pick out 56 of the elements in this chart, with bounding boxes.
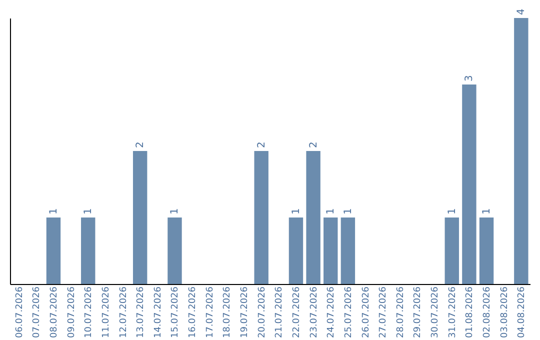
x-tick-label: 14.07.2026 <box>153 286 164 338</box>
bar <box>340 218 356 284</box>
data-label: 2 <box>308 142 320 148</box>
bar <box>81 218 96 284</box>
data-label: 1 <box>342 208 354 214</box>
data-label: 1 <box>446 208 458 214</box>
x-tick-label: 13.07.2026 <box>136 286 146 338</box>
data-label: 1 <box>290 208 302 214</box>
data-label: 2 <box>256 142 268 148</box>
x-tick-label: 27.07.2026 <box>378 286 389 338</box>
x-tick-label: 02.08.2026 <box>482 286 493 338</box>
x-tick-label: 30.07.2026 <box>430 286 441 338</box>
bar <box>444 218 459 284</box>
x-tick-label: 20.07.2026 <box>257 286 268 338</box>
bar <box>254 151 268 284</box>
bar <box>46 218 61 284</box>
x-tick-label: 31.07.2026 <box>448 286 458 338</box>
x-tick-label: 28.07.2026 <box>396 286 406 338</box>
x-tick-label: 25.07.2026 <box>344 286 354 338</box>
bar <box>168 218 182 284</box>
x-tick-label: 22.07.2026 <box>292 286 302 338</box>
data-label: 3 <box>464 75 476 82</box>
data-label: 1 <box>170 208 181 214</box>
x-tick-label: 07.07.2026 <box>32 286 42 338</box>
x-tick-label: 03.08.2026 <box>500 286 510 338</box>
x-tick-label: 09.07.2026 <box>66 286 77 338</box>
x-tick-label: 26.07.2026 <box>361 286 372 338</box>
data-label: 1 <box>48 208 60 214</box>
bar <box>132 151 148 284</box>
bar <box>324 218 338 284</box>
bar <box>479 218 494 284</box>
bar <box>462 84 476 284</box>
x-tick-label: 29.07.2026 <box>413 286 424 338</box>
x-tick-label: 08.07.2026 <box>49 286 60 338</box>
x-tick-label: 12.07.2026 <box>118 286 129 338</box>
x-tick-label: 16.07.2026 <box>188 286 198 338</box>
x-tick-label: 18.07.2026 <box>222 286 233 338</box>
data-label: 4 <box>516 8 528 15</box>
data-label: 1 <box>326 208 337 214</box>
x-tick-label: 15.07.2026 <box>170 286 181 338</box>
x-tick-label: 24.07.2026 <box>326 286 337 338</box>
x-tick-label: 10.07.2026 <box>84 286 94 338</box>
x-tick-label: 11.07.2026 <box>101 286 112 338</box>
x-tick-label: 19.07.2026 <box>240 286 250 338</box>
x-tick-label: 04.08.2026 <box>517 286 528 338</box>
bar <box>514 18 528 284</box>
x-tick-label: 01.08.2026 <box>465 286 476 338</box>
x-tick-label: 06.07.2026 <box>14 286 25 338</box>
x-tick-label: 23.07.2026 <box>309 286 320 338</box>
data-label: 1 <box>83 208 94 214</box>
data-label: 1 <box>482 208 493 214</box>
bar <box>288 218 304 284</box>
bar <box>306 151 320 284</box>
x-tick-label: 17.07.2026 <box>205 286 216 338</box>
data-label: 2 <box>135 142 146 148</box>
x-tick-label: 21.07.2026 <box>274 286 285 338</box>
